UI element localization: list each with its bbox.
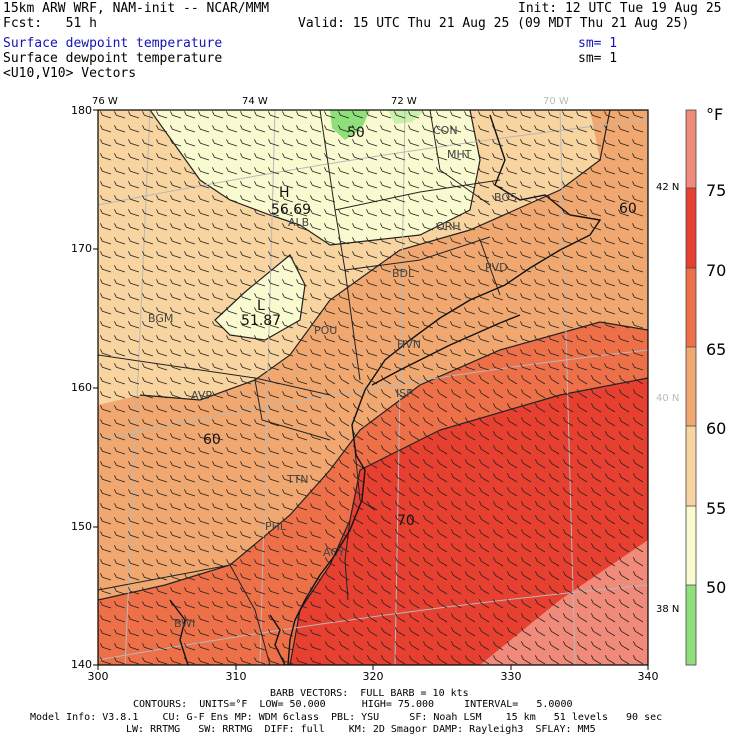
station-label: MHT bbox=[447, 148, 472, 161]
graticule bbox=[98, 110, 648, 665]
colorbar-swatch-lt50 bbox=[686, 585, 696, 665]
model-title: 15km ARW WRF, NAM-init -- NCAR/MMM bbox=[3, 1, 270, 16]
colorbar-unit: °F bbox=[706, 105, 723, 124]
colorbar-swatch-55-60 bbox=[686, 426, 696, 506]
station-label: AVP bbox=[191, 389, 212, 402]
y-tick-label: 180 bbox=[71, 104, 92, 117]
lon-label: 74 W bbox=[242, 96, 268, 107]
valid-time: Valid: 15 UTC Thu 21 Aug 25 (09 MDT Thu … bbox=[298, 16, 690, 31]
field-title-1: Surface dewpoint temperature bbox=[3, 36, 223, 51]
high-symbol: H bbox=[279, 185, 290, 201]
station-label: PVD bbox=[485, 261, 508, 274]
colorbar-label: 75 bbox=[706, 181, 726, 200]
colorbar-swatch-gt75 bbox=[686, 110, 696, 188]
colorbar-label: 55 bbox=[706, 499, 726, 518]
high-value: 56.69 bbox=[271, 202, 311, 218]
colorbar-swatch-60-65 bbox=[686, 347, 696, 426]
x-tick-label: 320 bbox=[363, 670, 384, 683]
dewpoint-band-sw bbox=[98, 590, 230, 665]
init-time: Init: 12 UTC Tue 19 Aug 25 bbox=[518, 1, 722, 16]
forecast-hour: Fcst: 51 h bbox=[3, 16, 97, 31]
colorbar-label: 65 bbox=[706, 340, 726, 359]
x-tick-label: 300 bbox=[88, 670, 109, 683]
y-tick-label: 160 bbox=[71, 381, 92, 394]
dewpoint-band-lt50-a bbox=[330, 110, 370, 140]
x-axis: 300 310 320 330 340 bbox=[88, 670, 659, 683]
lat-label: 42 N bbox=[656, 182, 679, 193]
lon-label: 70 W bbox=[543, 96, 569, 107]
low-value: 51.87 bbox=[241, 313, 281, 329]
model-info: Model Info: V3.8.1 CU: G-F Ens MP: WDM 6… bbox=[30, 712, 663, 723]
dewpoint-fill bbox=[98, 110, 648, 665]
y-tick-label: 150 bbox=[71, 520, 92, 533]
station-label: ACY bbox=[323, 546, 345, 559]
lat-label: 38 N bbox=[656, 604, 679, 615]
contour-label: 60 bbox=[619, 201, 637, 217]
station-label: BGM bbox=[148, 312, 173, 325]
y-tick-label: 140 bbox=[71, 658, 92, 671]
field-title-2: Surface dewpoint temperature bbox=[3, 51, 223, 66]
station-label: ISP bbox=[396, 387, 413, 400]
station-label: BWI bbox=[174, 617, 195, 630]
extrema: H 56.69 L 51.87 bbox=[241, 185, 311, 329]
station-label: POU bbox=[314, 324, 337, 337]
station-label: ALB bbox=[288, 216, 309, 229]
smoothing-1: sm= 1 bbox=[578, 36, 618, 51]
coastline bbox=[169, 114, 602, 665]
wind-barbs bbox=[100, 111, 644, 665]
station-label: ORH bbox=[436, 220, 461, 233]
contour-label: 50 bbox=[347, 125, 365, 141]
station-label: BOS bbox=[494, 191, 517, 204]
contour-label: 70 bbox=[397, 513, 415, 529]
x-tick-label: 310 bbox=[226, 670, 247, 683]
colorbar-label: 70 bbox=[706, 261, 726, 280]
lat-label: 40 N bbox=[656, 393, 679, 404]
vector-title: <U10,V10> Vectors bbox=[3, 66, 137, 81]
contour-info: CONTOURS: UNITS=°F LOW= 50.000 HIGH= 75.… bbox=[133, 699, 573, 710]
y-tick-label: 170 bbox=[71, 242, 92, 255]
station-labels: CON MHT BOS ALB ORH BDL PVD BGM POU HVN … bbox=[148, 124, 517, 630]
barb-legend: BARB VECTORS: FULL BARB = 10 kts bbox=[270, 688, 469, 699]
contour-lines bbox=[98, 110, 648, 665]
colorbar-label: 60 bbox=[706, 419, 726, 438]
station-label: TTN bbox=[286, 473, 308, 486]
physics-info: LW: RRTMG SW: RRTMG DIFF: full KM: 2D Sm… bbox=[126, 724, 596, 735]
graticule-labels: 76 W 74 W 72 W 70 W 42 N 40 N 38 N bbox=[92, 96, 679, 615]
y-axis: 180 170 160 150 140 bbox=[71, 104, 92, 671]
contour-value-labels: 50 60 60 70 bbox=[203, 125, 637, 529]
x-tick-label: 330 bbox=[501, 670, 522, 683]
smoothing-2: sm= 1 bbox=[578, 51, 618, 66]
dewpoint-band-gt75 bbox=[480, 540, 648, 665]
colorbar-label: 50 bbox=[706, 578, 726, 597]
colorbar: °F 75 70 65 60 55 50 bbox=[685, 105, 726, 666]
colorbar-swatch-50-55 bbox=[686, 506, 696, 585]
station-label: CON bbox=[433, 124, 458, 137]
dewpoint-band-50-55-low bbox=[215, 255, 305, 340]
station-label: HVN bbox=[397, 338, 421, 351]
x-tick-label: 340 bbox=[638, 670, 659, 683]
axis-ticks bbox=[93, 109, 649, 670]
colorbar-swatch-70-75 bbox=[686, 188, 696, 268]
low-symbol: L bbox=[257, 298, 265, 314]
contour-label: 60 bbox=[203, 432, 221, 448]
lon-label: 72 W bbox=[391, 96, 417, 107]
station-label: PHL bbox=[265, 520, 287, 533]
station-label: BDL bbox=[392, 267, 415, 280]
wind-barb-field bbox=[100, 111, 644, 665]
lon-label: 76 W bbox=[92, 96, 118, 107]
dewpoint-band-lt50-b bbox=[388, 110, 425, 124]
colorbar-swatch-65-70 bbox=[686, 268, 696, 347]
